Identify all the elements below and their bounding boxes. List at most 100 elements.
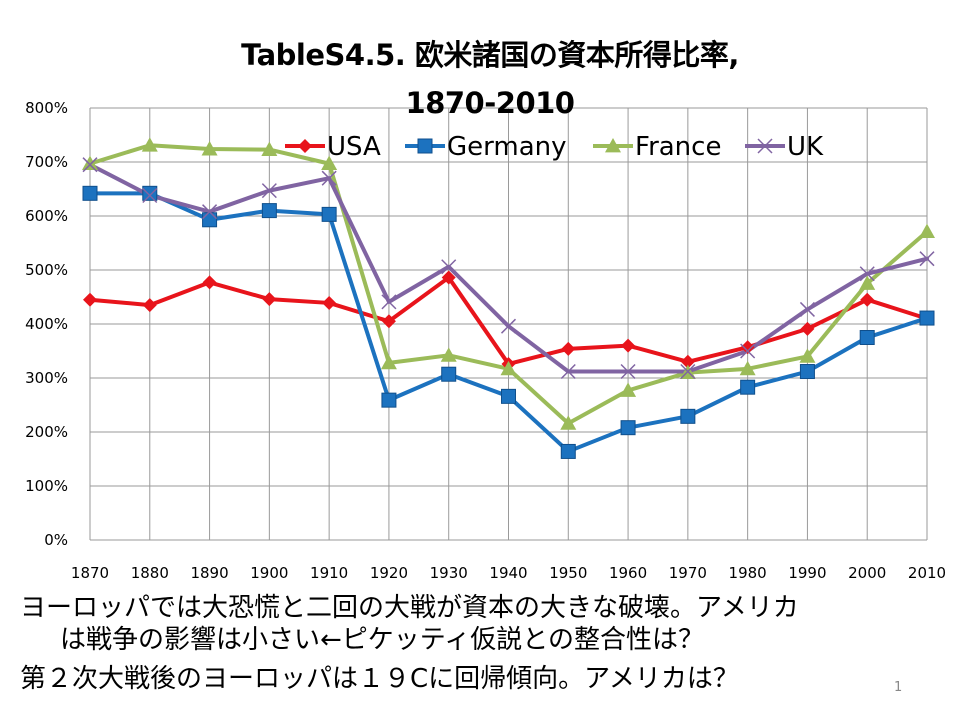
data-point-usa [262, 292, 277, 307]
data-point-uk [202, 204, 218, 220]
x-tick-label: 1890 [190, 564, 228, 582]
data-point-germany [680, 408, 696, 424]
data-point-uk [142, 187, 158, 204]
x-tick-label: 1880 [131, 564, 169, 582]
legend-label-uk: UK [787, 132, 824, 162]
data-point-uk [82, 157, 98, 173]
data-point-uk [261, 183, 277, 199]
x-tick-label: 2000 [848, 564, 886, 582]
legend-marker-germany [417, 138, 433, 154]
data-point-france [440, 347, 457, 362]
data-point-germany [321, 206, 337, 222]
x-stroke [560, 363, 576, 380]
data-point-france [141, 137, 158, 152]
data-point-germany [919, 310, 935, 326]
x-tick-label: 1930 [430, 564, 468, 582]
data-point-france [859, 275, 876, 290]
y-axis-ticks: 0% 100% 200% 300% 400% 500% 600% 700% 800% [25, 99, 68, 549]
data-point-usa [381, 314, 396, 329]
data-point-germany [441, 366, 457, 382]
data-point-germany [202, 212, 218, 228]
data-point-uk [919, 251, 935, 267]
data-point-france [82, 155, 98, 171]
x-stroke [799, 301, 815, 317]
x-tick-label: 1870 [71, 564, 109, 582]
data-point-usa [142, 298, 157, 313]
x-stroke [82, 157, 98, 173]
data-point-france [739, 360, 756, 376]
data-point-uk [381, 294, 397, 310]
y-tick-label: 700% [25, 153, 68, 171]
data-point-france [380, 354, 397, 370]
data-point-usa [680, 354, 695, 369]
data-point-france [919, 223, 935, 239]
legend-label-france: France [635, 132, 721, 162]
x-tick-label: 1960 [609, 564, 647, 582]
x-tick-label: 1940 [489, 564, 527, 582]
data-point-germany [560, 443, 576, 459]
y-tick-label: 0% [44, 531, 68, 549]
data-point-france [321, 155, 338, 171]
data-point-france [201, 141, 218, 156]
page-number: 1 [894, 680, 903, 695]
x-stroke [740, 343, 756, 359]
x-stroke [919, 251, 935, 267]
data-point-usa [740, 340, 755, 355]
data-point-uk [620, 363, 636, 380]
data-point-germany [82, 185, 98, 201]
y-tick-label: 500% [25, 261, 68, 279]
data-point-france [500, 360, 517, 376]
y-tick-label: 400% [25, 315, 68, 333]
x-stroke [381, 294, 397, 310]
data-point-usa [860, 292, 875, 307]
x-axis-ticks: 1870 1880 1890 1900 1910 1920 1930 1940 1950 1960… [71, 564, 946, 582]
x-stroke [620, 363, 636, 380]
data-point-uk [321, 170, 337, 186]
y-tick-label: 200% [25, 423, 68, 441]
data-point-usa [621, 338, 636, 353]
x-stroke [441, 259, 457, 275]
data-point-uk [441, 259, 457, 275]
x-stroke [321, 170, 337, 186]
x-stroke [202, 204, 218, 220]
x-tick-label: 1920 [370, 564, 408, 582]
data-point-germany [799, 364, 815, 380]
x-tick-label: 1900 [250, 564, 288, 582]
data-point-uk [500, 318, 517, 334]
x-stroke [859, 266, 875, 282]
caption-line-3: 第２次大戦後のヨーロッパは１９Cに回帰傾向。アメリカは？ [20, 664, 739, 694]
data-point-uk [859, 266, 875, 282]
data-point-france [799, 348, 816, 363]
data-point-uk [560, 363, 576, 380]
x-stroke [757, 138, 773, 154]
legend-marker-usa [298, 139, 312, 153]
data-point-germany [740, 379, 756, 395]
data-point-germany [859, 330, 875, 345]
data-point-usa [322, 295, 337, 310]
x-tick-label: 1950 [549, 564, 587, 582]
caption-line-2: は戦争の影響は小さい←ピケッティ仮説との整合性は？ [60, 625, 704, 655]
data-point-usa [800, 321, 815, 336]
x-tick-label: 1990 [788, 564, 826, 582]
x-stroke [500, 318, 517, 334]
legend-marker-france [605, 138, 621, 153]
data-point-usa [83, 292, 97, 307]
x-stroke [680, 363, 696, 380]
legend-label-usa: USA [327, 132, 381, 162]
x-stroke [261, 183, 277, 199]
data-point-usa [561, 341, 576, 356]
data-point-france [560, 415, 577, 430]
y-tick-label: 300% [25, 369, 68, 387]
y-tick-label: 800% [25, 99, 68, 117]
data-point-germany [142, 185, 158, 201]
data-point-germany [501, 388, 516, 404]
chart-title-line1: TableS4.5. 欧米諸国の資本所得比率, [241, 38, 739, 72]
caption-line-1: ヨーロッパでは大恐慌と二回の大戦が資本の大きな破壊。アメリカ [20, 593, 799, 623]
data-point-usa [441, 270, 456, 285]
data-point-uk [799, 301, 815, 317]
data-point-uk [680, 363, 696, 380]
data-point-uk [740, 343, 756, 359]
y-tick-label: 100% [25, 477, 68, 495]
legend-marker-uk [757, 138, 773, 154]
data-point-france [620, 382, 637, 397]
